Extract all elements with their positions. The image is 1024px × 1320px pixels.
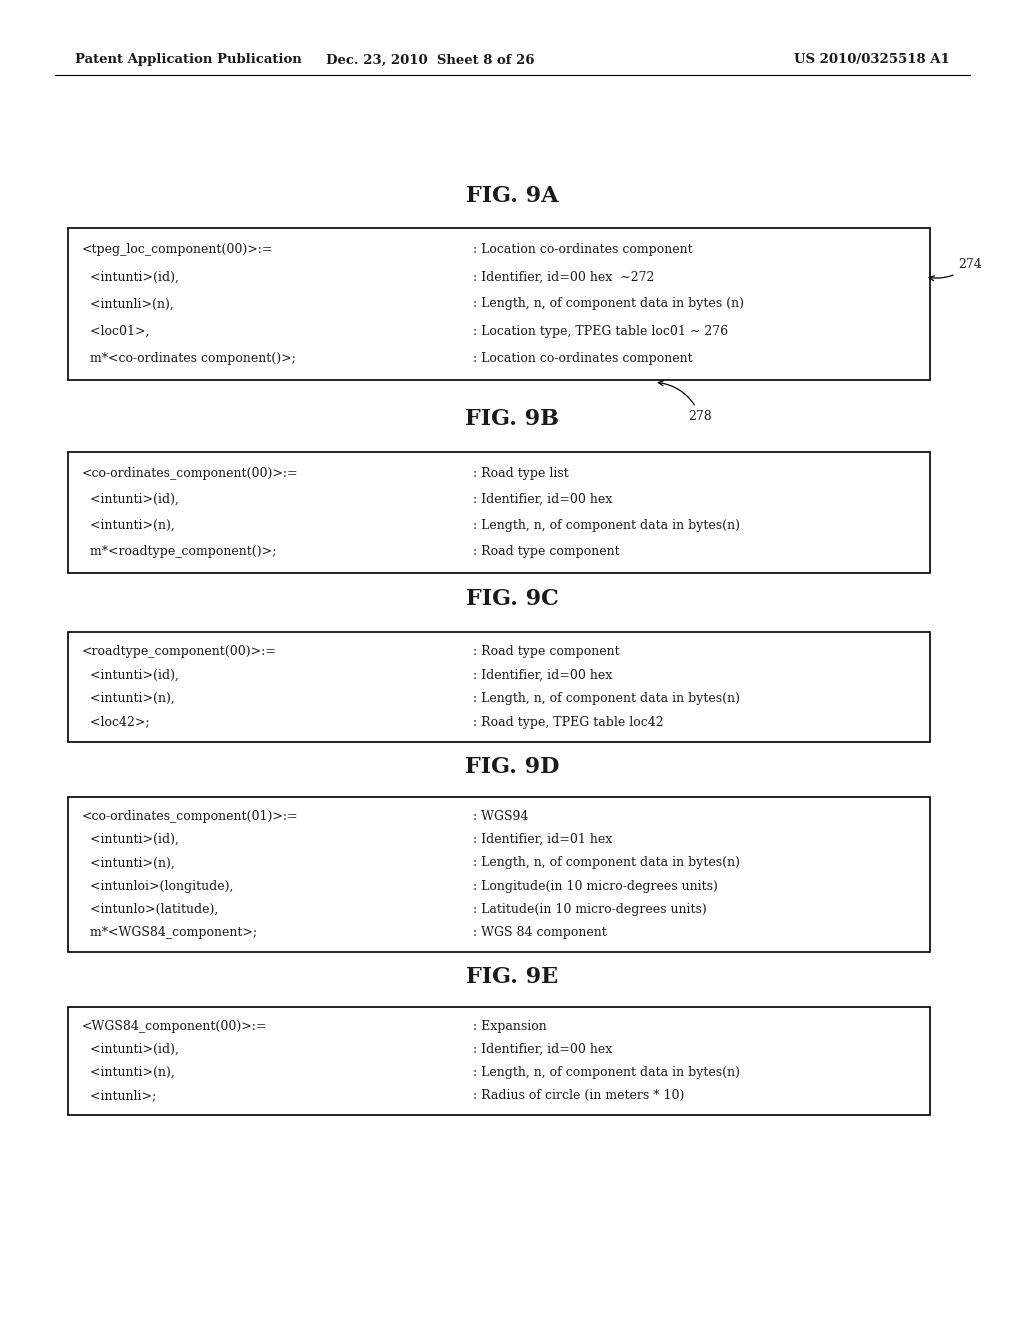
Text: : WGS94: : WGS94	[473, 810, 528, 824]
Text: US 2010/0325518 A1: US 2010/0325518 A1	[795, 54, 950, 66]
Bar	[68, 632, 930, 742]
Text: 274: 274	[929, 259, 982, 281]
Text: FIG. 9E: FIG. 9E	[466, 966, 558, 987]
Text: : Length, n, of component data in bytes(n): : Length, n, of component data in bytes(…	[473, 857, 740, 870]
Text: <co-ordinates_component(01)>:=: <co-ordinates_component(01)>:=	[82, 810, 299, 824]
Text: <intunti>(id),: <intunti>(id),	[82, 492, 179, 506]
Text: <loc01>,: <loc01>,	[82, 325, 150, 338]
Text: <roadtype_component(00)>:=: <roadtype_component(00)>:=	[82, 645, 276, 659]
Text: : Length, n, of component data in bytes(n): : Length, n, of component data in bytes(…	[473, 519, 740, 532]
Text: : Length, n, of component data in bytes (n): : Length, n, of component data in bytes …	[473, 297, 744, 310]
Text: Patent Application Publication: Patent Application Publication	[75, 54, 302, 66]
Text: FIG. 9C: FIG. 9C	[466, 587, 558, 610]
Text: : Identifier, id=01 hex: : Identifier, id=01 hex	[473, 833, 612, 846]
Text: m*<co-ordinates component()>;: m*<co-ordinates component()>;	[82, 352, 296, 364]
Text: : Road type list: : Road type list	[473, 467, 569, 479]
Text: <intunti>(id),: <intunti>(id),	[82, 833, 179, 846]
Text: : Road type component: : Road type component	[473, 545, 620, 558]
Text: : Length, n, of component data in bytes(n): : Length, n, of component data in bytes(…	[473, 1067, 740, 1078]
Text: <intunti>(n),: <intunti>(n),	[82, 519, 175, 532]
Text: m*<roadtype_component()>;: m*<roadtype_component()>;	[82, 545, 276, 558]
Text: <intunloi>(longitude),: <intunloi>(longitude),	[82, 879, 233, 892]
Text: <intunti>(n),: <intunti>(n),	[82, 1067, 175, 1078]
Text: : Location co-ordinates component: : Location co-ordinates component	[473, 352, 693, 364]
Text: <intunti>(id),: <intunti>(id),	[82, 1043, 179, 1056]
Text: <intunti>(id),: <intunti>(id),	[82, 669, 179, 681]
Text: <intunli>;: <intunli>;	[82, 1089, 157, 1102]
Text: : Radius of circle (in meters * 10): : Radius of circle (in meters * 10)	[473, 1089, 684, 1102]
Bar	[68, 451, 930, 573]
Text: FIG. 9A: FIG. 9A	[466, 185, 558, 207]
Text: : Latitude(in 10 micro-degrees units): : Latitude(in 10 micro-degrees units)	[473, 903, 707, 916]
Text: m*<WGS84_component>;: m*<WGS84_component>;	[82, 925, 257, 939]
Text: <co-ordinates_component(00)>:=: <co-ordinates_component(00)>:=	[82, 467, 299, 479]
Text: <intunti>(id),: <intunti>(id),	[82, 271, 179, 284]
Text: FIG. 9B: FIG. 9B	[465, 408, 559, 430]
Text: <intunlo>(latitude),: <intunlo>(latitude),	[82, 903, 218, 916]
Bar	[68, 228, 930, 380]
Text: <intunti>(n),: <intunti>(n),	[82, 857, 175, 870]
Text: : Road type component: : Road type component	[473, 645, 620, 659]
Text: <loc42>;: <loc42>;	[82, 715, 150, 729]
Text: : Location type, TPEG table loc01 ∼ 276: : Location type, TPEG table loc01 ∼ 276	[473, 325, 728, 338]
Bar	[68, 797, 930, 952]
Text: : Location co-ordinates component: : Location co-ordinates component	[473, 243, 693, 256]
Text: Dec. 23, 2010  Sheet 8 of 26: Dec. 23, 2010 Sheet 8 of 26	[326, 54, 535, 66]
Text: : Expansion: : Expansion	[473, 1020, 547, 1034]
Text: : Identifier, id=00 hex: : Identifier, id=00 hex	[473, 669, 612, 681]
Text: FIG. 9D: FIG. 9D	[465, 756, 559, 777]
Text: <intunli>(n),: <intunli>(n),	[82, 297, 174, 310]
Text: : WGS 84 component: : WGS 84 component	[473, 925, 607, 939]
Text: <WGS84_component(00)>:=: <WGS84_component(00)>:=	[82, 1020, 267, 1034]
Bar	[68, 1007, 930, 1115]
Text: <tpeg_loc_component(00)>:=: <tpeg_loc_component(00)>:=	[82, 243, 273, 256]
Text: : Identifier, id=00 hex: : Identifier, id=00 hex	[473, 492, 612, 506]
Text: : Longitude(in 10 micro-degrees units): : Longitude(in 10 micro-degrees units)	[473, 879, 718, 892]
Text: 278: 278	[658, 380, 713, 422]
Text: : Road type, TPEG table loc42: : Road type, TPEG table loc42	[473, 715, 664, 729]
Text: : Identifier, id=00 hex  ∼272: : Identifier, id=00 hex ∼272	[473, 271, 654, 284]
Text: : Length, n, of component data in bytes(n): : Length, n, of component data in bytes(…	[473, 692, 740, 705]
Text: : Identifier, id=00 hex: : Identifier, id=00 hex	[473, 1043, 612, 1056]
Text: <intunti>(n),: <intunti>(n),	[82, 692, 175, 705]
